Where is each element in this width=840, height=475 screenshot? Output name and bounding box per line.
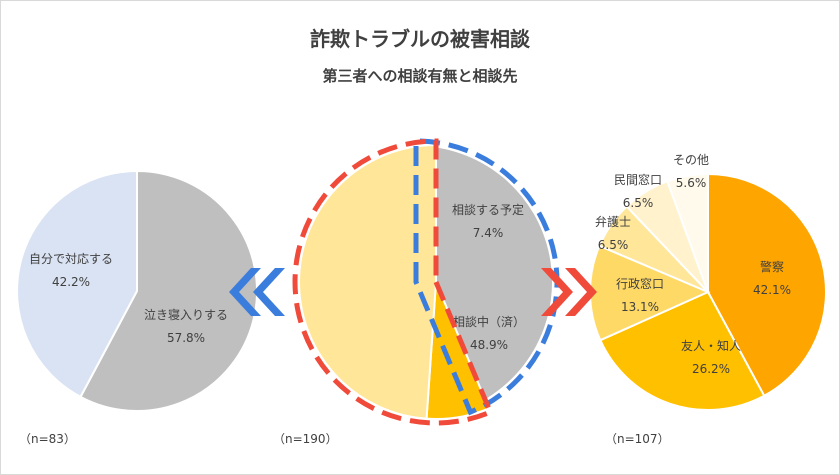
pie1-label-1: 相談する予定 7.4% [452, 202, 524, 240]
right-arrow-chevron-2 [565, 268, 597, 316]
pie2-slice-5 [666, 172, 709, 293]
chart-title: 詐欺トラブルの被害相談 [310, 27, 530, 51]
chart-subtitle: 第三者への相談有無と相談先 [322, 67, 518, 85]
pie2-label-2: 行政窓口 13.1% [616, 276, 664, 314]
pie2-label-4: 民間窓口 6.5% [614, 172, 662, 210]
pie1-n-label: （n=190） [273, 432, 338, 446]
pie2-slice-0 [707, 172, 827, 398]
pie2-label-0: 警察 42.1% [753, 259, 791, 297]
dashed-outline-red [292, 138, 494, 426]
pie2-n-label: （n=107） [605, 432, 670, 446]
right-arrow-chevron-1 [541, 268, 573, 316]
pie1-label-2: 相談中（済） 48.9% [453, 314, 525, 352]
pie2-slice-1 [598, 290, 766, 411]
pie0-label-1: 自分で対応する 42.2% [29, 252, 113, 289]
pie0-label-0: 泣き寝入りする 57.8% [144, 307, 228, 345]
pie1-slice-2 [298, 143, 437, 420]
left-arrow-chevron-1 [229, 268, 261, 316]
pie2-label-1: 友人・知人 26.2% [681, 339, 741, 376]
pie2-label-5: その他 5.6% [673, 153, 709, 190]
pie2-label-3: 弁護士 6.5% [595, 214, 631, 252]
pie0-slice-1 [16, 169, 138, 399]
left-arrow-chevron-2 [253, 268, 285, 316]
dashed-outline-blue [413, 138, 560, 416]
pie0-slice-0 [79, 169, 258, 412]
pie0-n-label: （n=83） [19, 432, 76, 446]
